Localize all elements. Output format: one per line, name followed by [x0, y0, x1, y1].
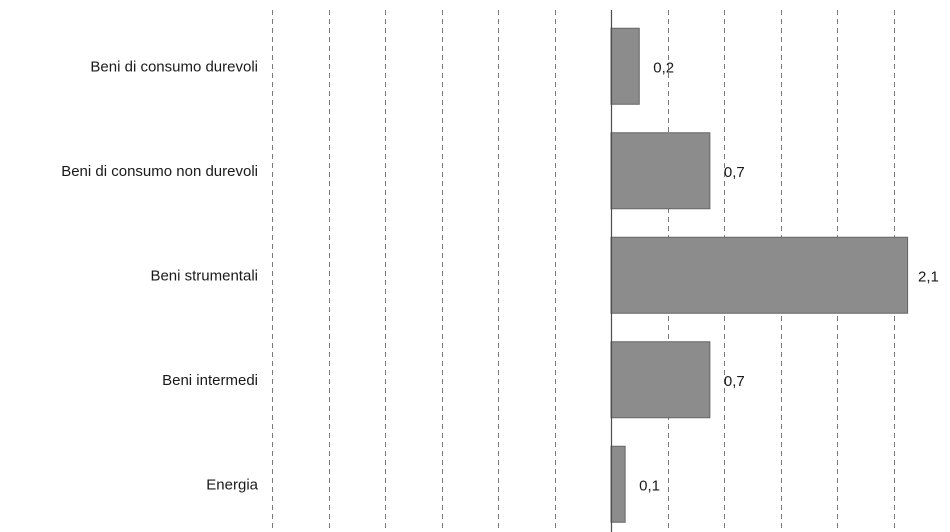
data-label: 0,2 — [653, 59, 674, 76]
bar — [610, 236, 909, 314]
data-label: 0,7 — [724, 164, 745, 181]
category-labels: Beni di consumo durevoli Beni di consumo … — [61, 58, 258, 493]
category-label: Beni intermedi — [162, 372, 258, 389]
bars — [610, 27, 909, 523]
bar — [610, 27, 640, 105]
data-label: 0,7 — [724, 373, 745, 390]
data-labels: 0,2 0,7 2,1 0,7 0,1 — [639, 59, 939, 494]
bar — [610, 445, 626, 523]
category-label: Beni di consumo non durevoli — [61, 163, 258, 180]
bar — [610, 341, 711, 419]
category-label: Beni strumentali — [150, 267, 258, 284]
category-label: Energia — [206, 476, 258, 493]
data-label: 2,1 — [918, 268, 939, 285]
bar — [610, 132, 711, 210]
category-label: Beni di consumo durevoli — [90, 58, 258, 75]
data-label: 0,1 — [639, 477, 660, 494]
